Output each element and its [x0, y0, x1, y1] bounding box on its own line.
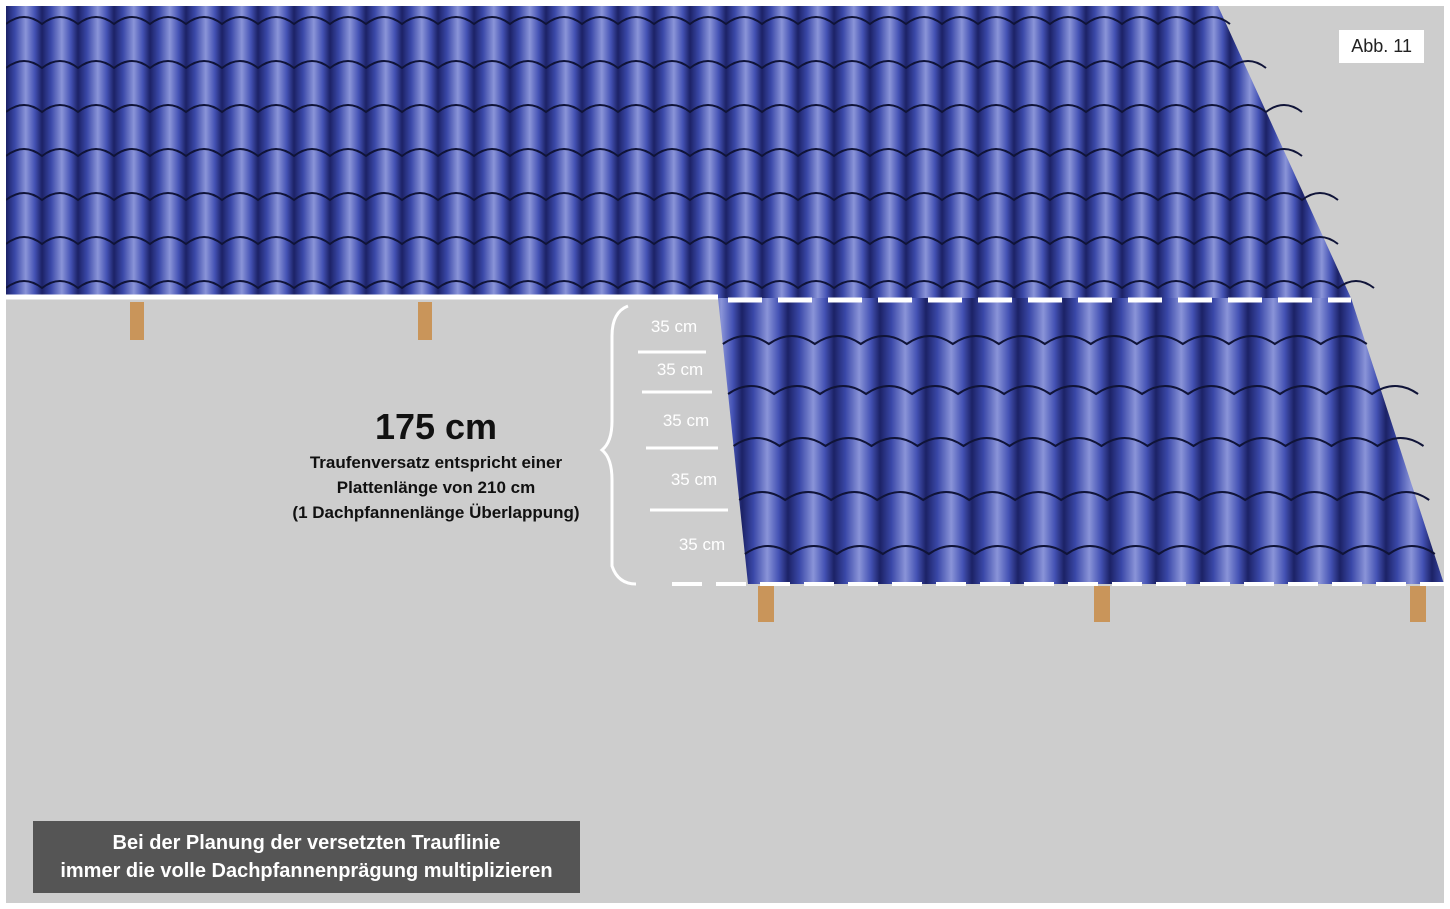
measurement-brace — [599, 304, 637, 586]
rafter — [1410, 586, 1426, 622]
tile-row-line — [727, 385, 1419, 396]
diagram-frame: 35 cm 35 cm 35 cm 35 cm 35 cm Abb. 11 17… — [6, 6, 1444, 903]
tile-row-line — [732, 437, 1425, 448]
tile-row-line — [6, 16, 1231, 26]
tile-row-line — [6, 60, 1267, 70]
rafter — [758, 586, 774, 622]
tile-row-lines — [6, 16, 1436, 556]
tile-row-line — [738, 491, 1430, 502]
tile-row-line — [744, 545, 1436, 556]
segment-label: 35 cm — [679, 535, 725, 554]
total-offset-description: Traufenversatz entspricht einer Plattenl… — [276, 450, 596, 525]
rafter — [130, 302, 144, 340]
planning-note: Bei der Planung der versetzten Trauflini… — [33, 821, 580, 893]
segment-label: 35 cm — [663, 411, 709, 430]
rafter — [418, 302, 432, 340]
description-line: Traufenversatz entspricht einer — [309, 453, 563, 472]
note-line: Bei der Planung der versetzten Trauflini… — [112, 832, 501, 854]
segment-label: 35 cm — [651, 317, 697, 336]
segment-label: 35 cm — [657, 360, 703, 379]
figure-label: Abb. 11 — [1339, 30, 1424, 63]
rafter — [1094, 586, 1110, 622]
tile-row-line — [6, 280, 1375, 290]
tile-row-line — [722, 335, 1368, 346]
tile-row-line — [6, 148, 1303, 158]
note-line: immer die volle Dachpfannenprägung multi… — [60, 860, 553, 882]
description-line: Plattenlänge von 210 cm — [336, 478, 536, 497]
roof-upper-section — [6, 6, 1351, 298]
tile-row-line — [6, 236, 1339, 246]
tile-row-line — [6, 104, 1303, 114]
description-line: (1 Dachpfannenlänge Überlappung) — [292, 503, 580, 522]
total-offset-value: 175 cm — [374, 406, 498, 447]
roof-illustration: 35 cm 35 cm 35 cm 35 cm 35 cm — [6, 6, 1444, 622]
roof-lower-section — [718, 298, 1444, 584]
segment-label: 35 cm — [671, 470, 717, 489]
tile-row-line — [6, 192, 1339, 202]
